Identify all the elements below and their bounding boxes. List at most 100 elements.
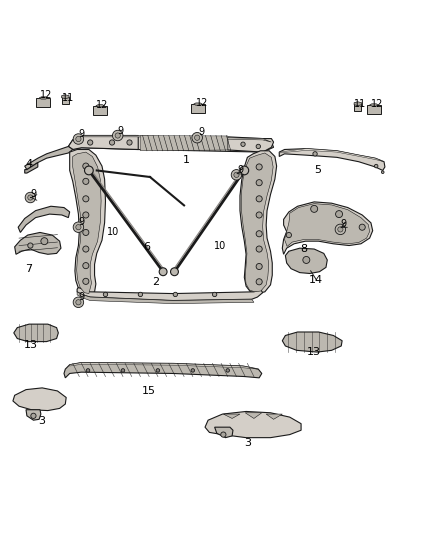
Polygon shape bbox=[96, 104, 105, 107]
Bar bbox=[367, 105, 381, 114]
Circle shape bbox=[173, 292, 177, 297]
Text: 10: 10 bbox=[214, 240, 226, 251]
Polygon shape bbox=[81, 135, 272, 142]
Circle shape bbox=[221, 432, 226, 437]
Text: 9: 9 bbox=[118, 126, 124, 136]
Polygon shape bbox=[240, 151, 277, 294]
Polygon shape bbox=[223, 414, 240, 418]
Bar bbox=[354, 104, 361, 111]
Text: 11: 11 bbox=[353, 99, 366, 109]
Circle shape bbox=[76, 136, 81, 142]
Circle shape bbox=[83, 229, 89, 236]
Circle shape bbox=[103, 292, 108, 297]
Circle shape bbox=[41, 238, 48, 245]
Text: 9: 9 bbox=[30, 189, 36, 199]
Circle shape bbox=[212, 292, 217, 297]
Polygon shape bbox=[68, 135, 274, 152]
Polygon shape bbox=[205, 411, 301, 438]
Circle shape bbox=[241, 142, 245, 147]
Circle shape bbox=[240, 166, 249, 175]
Text: 9: 9 bbox=[198, 127, 205, 137]
Circle shape bbox=[73, 222, 84, 232]
Polygon shape bbox=[245, 413, 262, 418]
Polygon shape bbox=[285, 204, 370, 246]
Text: 12: 12 bbox=[96, 100, 108, 110]
Circle shape bbox=[256, 180, 262, 185]
Bar bbox=[93, 106, 107, 115]
Text: 13: 13 bbox=[307, 346, 321, 357]
Text: 9: 9 bbox=[237, 165, 243, 175]
Circle shape bbox=[191, 369, 194, 372]
Polygon shape bbox=[241, 153, 273, 292]
Circle shape bbox=[359, 224, 365, 230]
Polygon shape bbox=[62, 95, 69, 99]
Circle shape bbox=[338, 227, 343, 232]
Circle shape bbox=[256, 246, 262, 252]
Circle shape bbox=[76, 224, 81, 230]
Circle shape bbox=[303, 256, 310, 263]
Circle shape bbox=[374, 164, 378, 168]
Polygon shape bbox=[215, 427, 233, 438]
Polygon shape bbox=[279, 149, 384, 161]
Polygon shape bbox=[13, 388, 66, 410]
Text: 13: 13 bbox=[23, 340, 37, 350]
Text: 9: 9 bbox=[78, 217, 85, 227]
Circle shape bbox=[256, 231, 262, 237]
Bar bbox=[191, 104, 205, 113]
Circle shape bbox=[73, 134, 84, 144]
Polygon shape bbox=[286, 248, 327, 273]
Circle shape bbox=[83, 196, 89, 202]
Polygon shape bbox=[68, 135, 138, 149]
Polygon shape bbox=[77, 292, 254, 304]
Circle shape bbox=[83, 278, 89, 285]
Circle shape bbox=[192, 133, 202, 143]
Polygon shape bbox=[64, 362, 262, 378]
Text: 3: 3 bbox=[39, 416, 46, 426]
Polygon shape bbox=[77, 287, 263, 301]
Circle shape bbox=[335, 224, 346, 235]
Circle shape bbox=[110, 140, 115, 145]
Circle shape bbox=[170, 268, 178, 276]
Polygon shape bbox=[14, 324, 58, 342]
Bar bbox=[62, 97, 69, 104]
Circle shape bbox=[256, 279, 262, 285]
Text: 11: 11 bbox=[62, 93, 74, 103]
Polygon shape bbox=[25, 163, 38, 173]
Circle shape bbox=[311, 205, 318, 212]
Polygon shape bbox=[194, 103, 202, 105]
Polygon shape bbox=[26, 410, 41, 420]
Circle shape bbox=[83, 163, 89, 169]
Circle shape bbox=[115, 133, 120, 138]
Text: 9: 9 bbox=[78, 129, 85, 139]
Text: 12: 12 bbox=[196, 98, 208, 108]
Text: 4: 4 bbox=[25, 159, 33, 169]
Polygon shape bbox=[14, 232, 61, 254]
Circle shape bbox=[85, 166, 93, 175]
Circle shape bbox=[194, 135, 200, 140]
Polygon shape bbox=[228, 137, 274, 152]
Circle shape bbox=[113, 130, 123, 141]
Circle shape bbox=[159, 268, 167, 276]
Text: 7: 7 bbox=[25, 264, 33, 273]
Text: 14: 14 bbox=[309, 276, 323, 286]
Text: 8: 8 bbox=[300, 244, 308, 254]
Circle shape bbox=[73, 297, 84, 308]
Circle shape bbox=[256, 263, 262, 270]
Polygon shape bbox=[70, 149, 106, 295]
Polygon shape bbox=[18, 206, 70, 232]
Circle shape bbox=[31, 413, 36, 418]
Text: 3: 3 bbox=[244, 438, 251, 448]
Circle shape bbox=[381, 171, 384, 174]
Text: 10: 10 bbox=[107, 228, 120, 237]
Text: 9: 9 bbox=[340, 219, 346, 229]
Circle shape bbox=[256, 212, 262, 218]
Circle shape bbox=[83, 179, 89, 184]
Text: 2: 2 bbox=[152, 277, 159, 287]
Circle shape bbox=[83, 212, 89, 218]
Text: 12: 12 bbox=[40, 90, 53, 100]
Polygon shape bbox=[141, 135, 228, 151]
Circle shape bbox=[234, 172, 239, 177]
Polygon shape bbox=[283, 202, 373, 254]
Text: 6: 6 bbox=[144, 242, 151, 252]
Polygon shape bbox=[25, 147, 73, 169]
